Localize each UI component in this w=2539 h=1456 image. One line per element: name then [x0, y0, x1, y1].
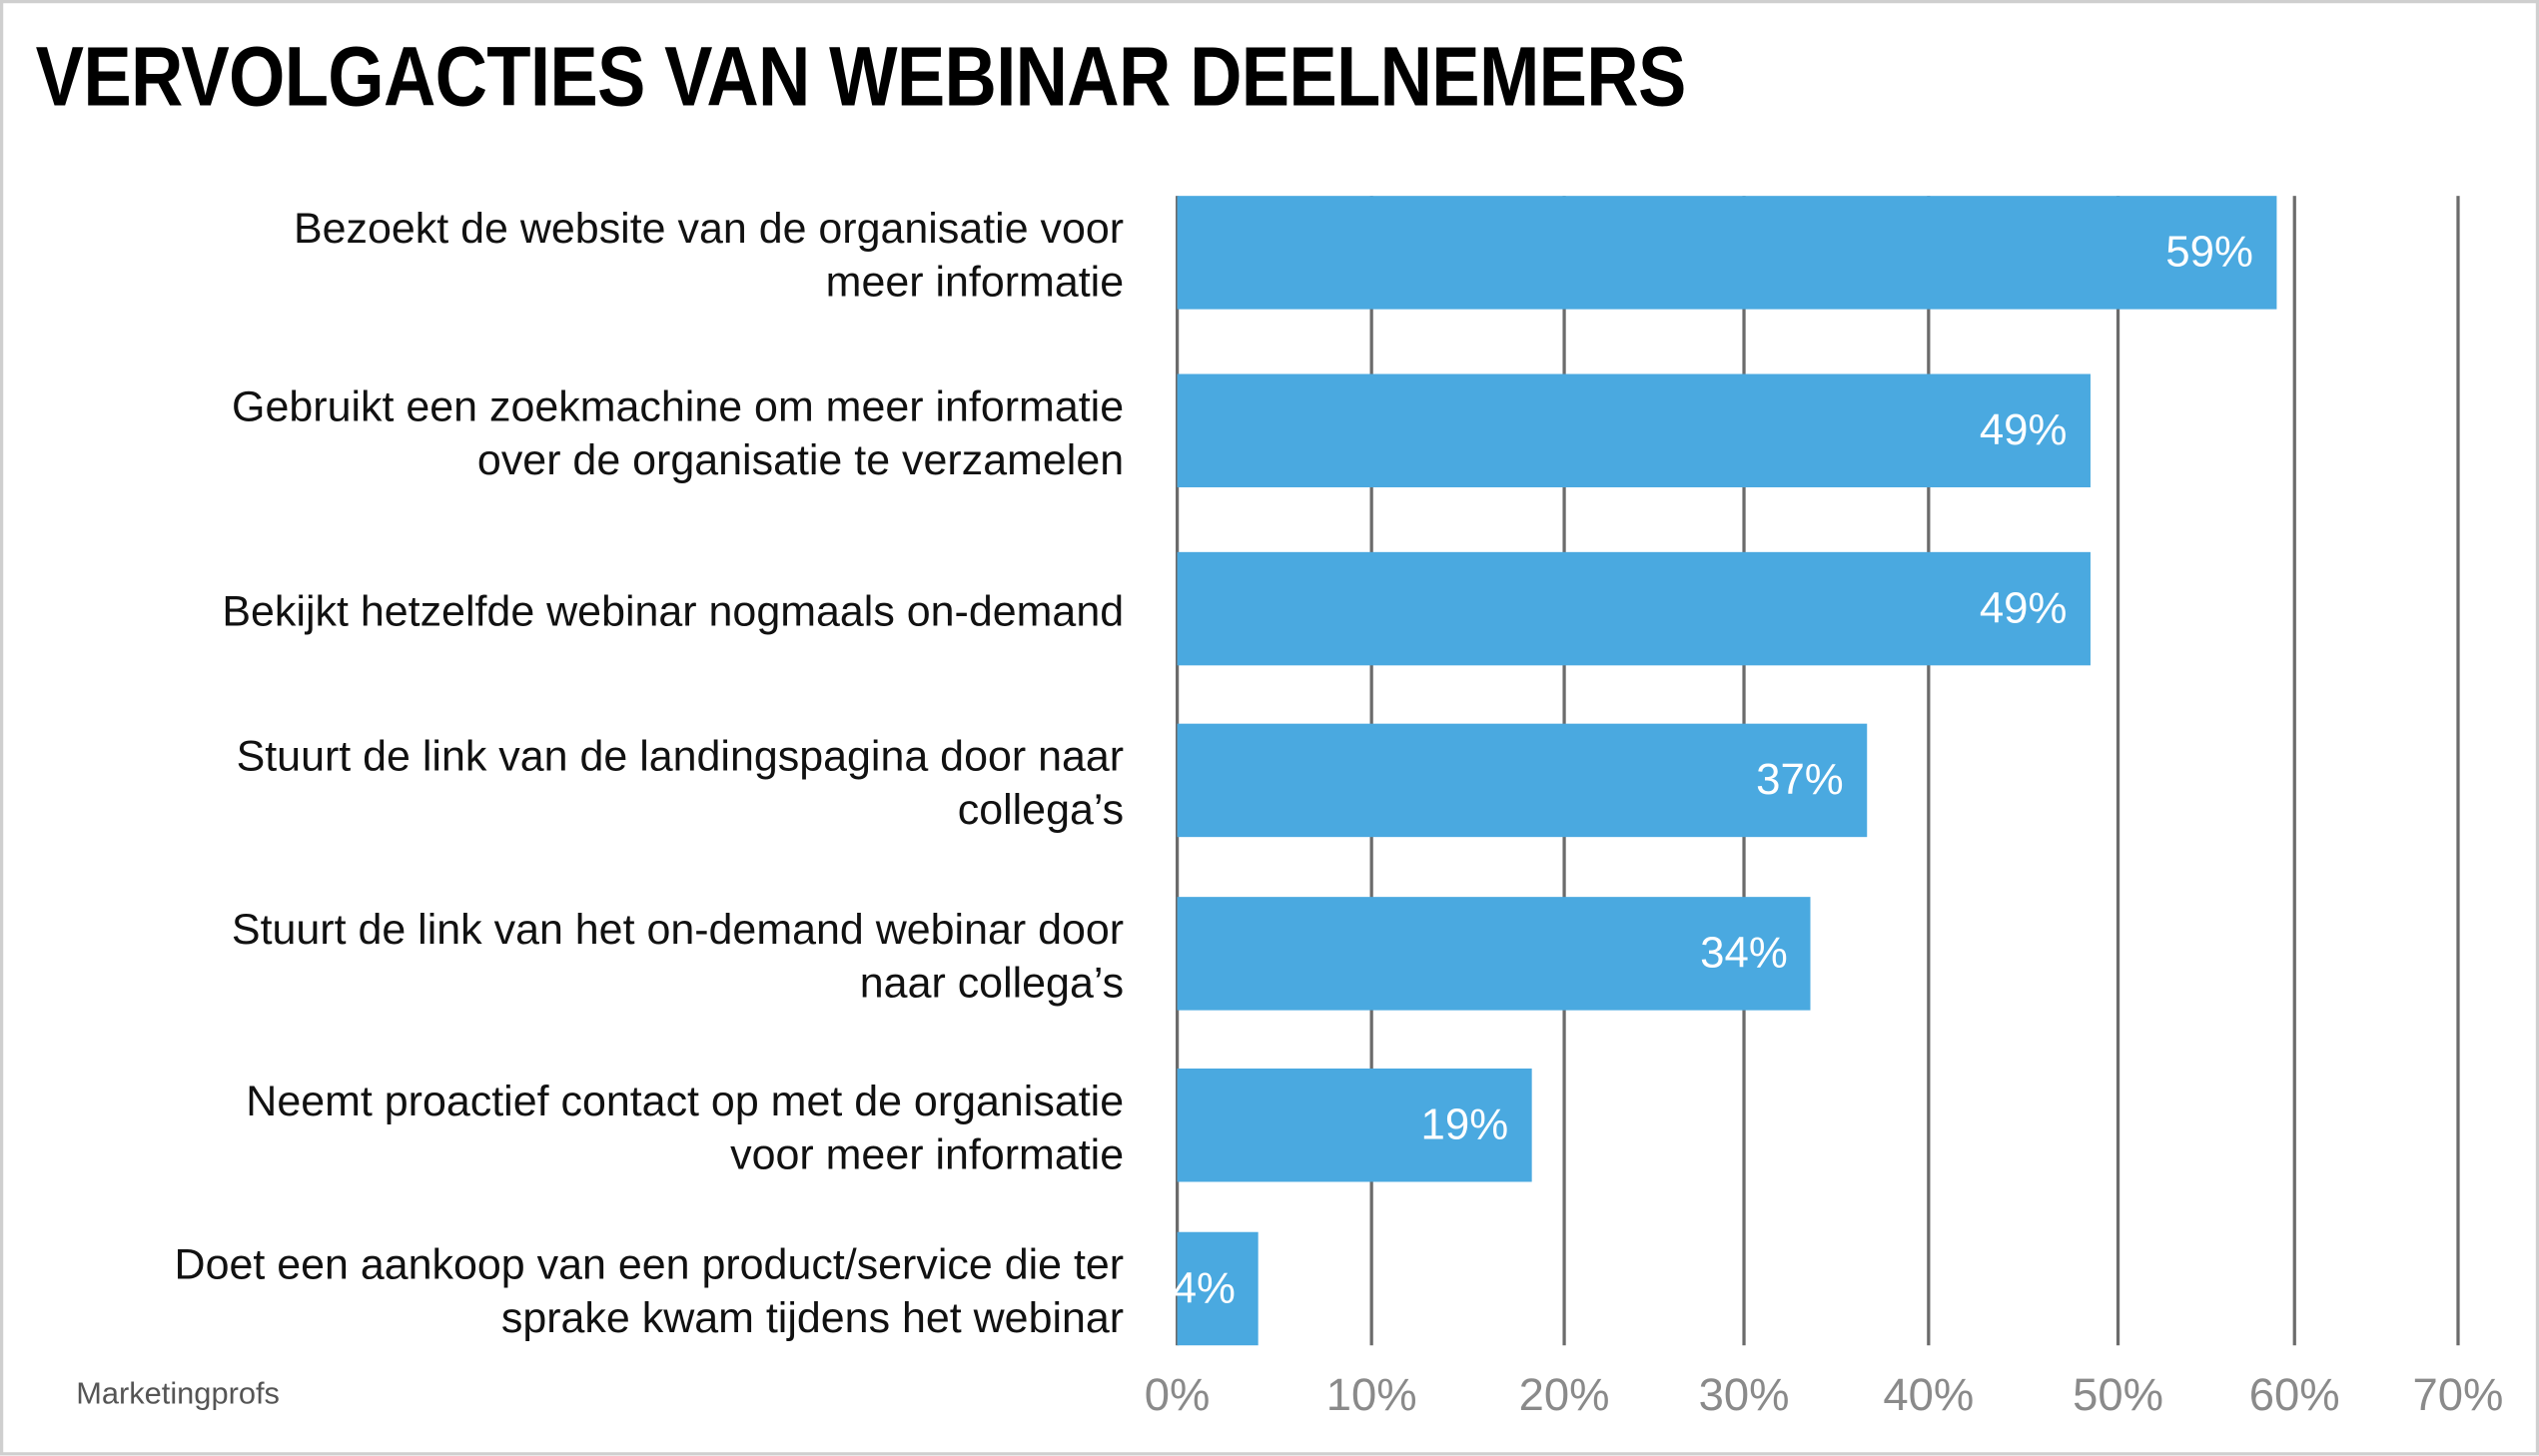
category-label: Gebruikt een zoekmachine om meer informa…	[23, 380, 1124, 487]
category-label-line: sprake kwam tijdens het webinar	[500, 1293, 1125, 1342]
bar-value-label: 49%	[1979, 405, 2068, 454]
bar-value-label: 4%	[1172, 1263, 1236, 1312]
x-tick-label: 50%	[2073, 1369, 2163, 1420]
bar-value-label: 19%	[1420, 1099, 1509, 1149]
x-tick-label: 10%	[1325, 1369, 1417, 1420]
category-label: Bekijkt hetzelfde webinar nogmaals on-de…	[23, 585, 1124, 638]
gridline	[2116, 196, 2120, 1346]
category-label-line: Bekijkt hetzelfde webinar nogmaals on-de…	[222, 586, 1125, 636]
x-tick-label: 40%	[1883, 1369, 1975, 1420]
bar: 34%	[1177, 897, 1811, 1011]
bar: 37%	[1177, 723, 1867, 838]
x-tick-label: 20%	[1518, 1369, 1610, 1420]
x-tick-label: 70%	[2412, 1369, 2504, 1420]
gridline	[1175, 196, 1180, 1346]
bar: 49%	[1177, 373, 2091, 487]
category-label: Neemt proactief contact op met de organi…	[23, 1075, 1124, 1181]
bar-value-label: 37%	[1756, 755, 1844, 804]
category-label-line: voor meer informatie	[730, 1129, 1125, 1179]
bar: 49%	[1177, 551, 2091, 666]
gridline	[2292, 196, 2296, 1346]
category-label-line: Bezoekt de website van de organisatie vo…	[293, 204, 1125, 253]
x-tick-label: 30%	[1698, 1369, 1790, 1420]
category-label: Stuurt de link van de landingspagina doo…	[23, 730, 1125, 837]
x-tick-label: 60%	[2248, 1369, 2340, 1420]
category-label-line: Stuurt de link van de landingspagina doo…	[236, 731, 1125, 781]
category-label: Bezoekt de website van de organisatie vo…	[23, 203, 1124, 310]
category-label-line: naar collega’s	[859, 958, 1125, 1008]
category-label-line: Gebruikt een zoekmachine om meer informa…	[232, 381, 1125, 431]
category-label-line: collega’s	[957, 785, 1125, 834]
chart-title: VERVOLGACTIES VAN WEBINAR DEELNEMERS	[35, 30, 1687, 125]
source-label: Marketingprofs	[76, 1377, 280, 1412]
category-label-line: over de organisatie te verzamelen	[476, 435, 1125, 484]
category-label-line: Doet een aankoop van een product/service…	[174, 1239, 1125, 1289]
bar-value-label: 49%	[1979, 583, 2068, 633]
category-label-line: meer informatie	[825, 257, 1125, 307]
bar-value-label: 34%	[1700, 928, 1788, 978]
bar: 19%	[1177, 1068, 1531, 1182]
bar-value-label: 59%	[2165, 227, 2253, 277]
bar: 59%	[1177, 196, 2276, 310]
category-label: Doet een aankoop van een product/service…	[23, 1238, 1125, 1345]
gridline	[1927, 196, 1931, 1346]
category-label: Stuurt de link van het on-demand webinar…	[23, 904, 1124, 1011]
category-label-line: Neemt proactief contact op met de organi…	[246, 1077, 1125, 1125]
category-label-line: Stuurt de link van het on-demand webinar…	[231, 905, 1125, 954]
x-tick-label: 0%	[1144, 1369, 1211, 1420]
gridline	[2456, 196, 2460, 1346]
bar: 4%	[1173, 1231, 1259, 1346]
